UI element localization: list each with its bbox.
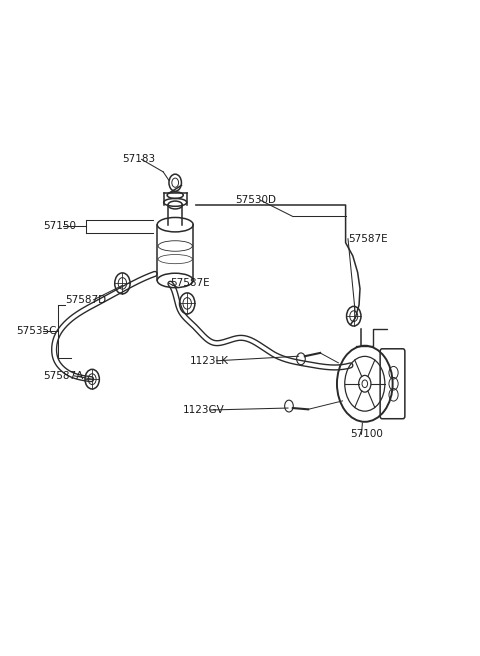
Text: 57587D: 57587D — [65, 295, 106, 305]
Text: 57100: 57100 — [350, 429, 383, 440]
Text: 57530D: 57530D — [235, 195, 276, 205]
Text: 57587E: 57587E — [170, 278, 210, 289]
Text: 1123LK: 1123LK — [190, 356, 228, 366]
Text: 57587A: 57587A — [43, 371, 84, 381]
Text: 57150: 57150 — [43, 221, 76, 232]
Text: 1123GV: 1123GV — [182, 405, 224, 415]
Text: 57587E: 57587E — [348, 234, 388, 244]
Text: 57183: 57183 — [122, 154, 156, 165]
Text: 57535C: 57535C — [16, 326, 56, 337]
